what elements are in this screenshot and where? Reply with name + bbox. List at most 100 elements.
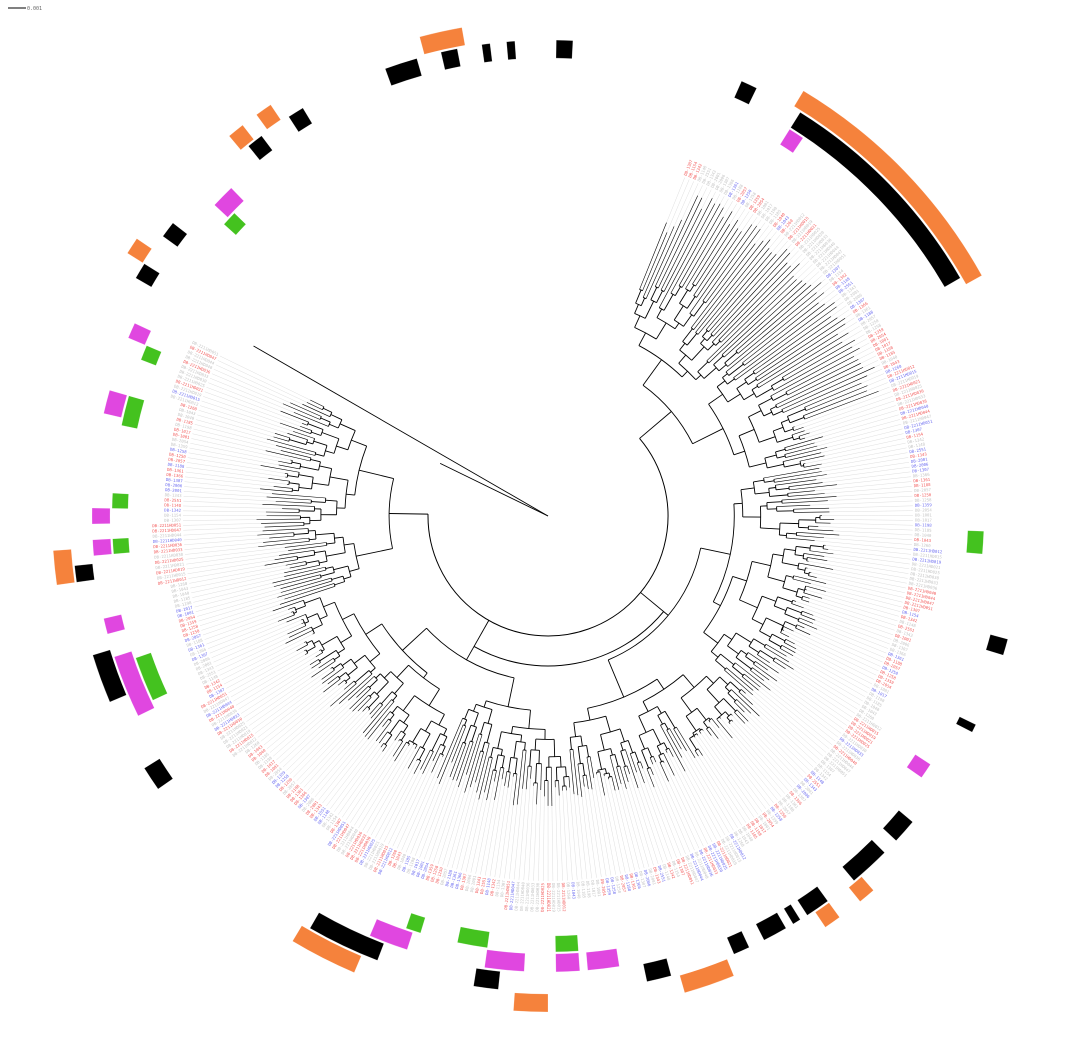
tip-leader-line bbox=[194, 424, 277, 446]
tree-branch bbox=[273, 436, 289, 442]
scale-bar-label: 0.001 bbox=[27, 6, 42, 12]
tip-leader-line bbox=[652, 764, 691, 853]
tip-leader-line bbox=[694, 757, 738, 828]
tree-branch bbox=[508, 757, 512, 772]
ring-segment-magenta bbox=[779, 129, 804, 154]
tip-leader-line bbox=[405, 777, 438, 853]
tree-branch bbox=[696, 733, 699, 736]
tip-leader-line bbox=[732, 203, 737, 212]
tree-branch bbox=[660, 208, 702, 291]
tip-leader-line bbox=[480, 799, 495, 875]
tree-branch bbox=[744, 673, 761, 688]
tip-leader-line bbox=[709, 722, 774, 804]
tree-arc bbox=[744, 379, 749, 385]
tip-label: DB-1001 bbox=[415, 860, 426, 878]
tip-leader-line bbox=[185, 547, 285, 560]
tip-leader-line bbox=[833, 553, 910, 565]
tip-leader-line bbox=[447, 787, 471, 867]
tree-branch bbox=[391, 706, 398, 714]
tree-branch bbox=[786, 532, 797, 535]
tip-leader-line bbox=[744, 723, 800, 781]
tip-leader-line bbox=[311, 732, 364, 794]
tree-branch bbox=[280, 450, 311, 459]
tip-label: DB-1307 bbox=[903, 605, 921, 614]
tree-branch bbox=[802, 558, 808, 560]
tree-branch bbox=[273, 574, 321, 587]
tree-branch bbox=[380, 743, 384, 748]
tree-branch bbox=[284, 564, 320, 574]
tree-arc bbox=[763, 477, 765, 483]
tree-arc bbox=[609, 753, 615, 757]
ring-segment-green bbox=[111, 493, 129, 509]
tree-branch bbox=[483, 700, 487, 708]
tree-branch bbox=[403, 714, 410, 724]
tree-branch bbox=[727, 378, 735, 385]
tip-leader-line bbox=[789, 247, 796, 254]
tree-branch bbox=[734, 712, 746, 724]
tree-branch bbox=[368, 708, 371, 711]
tip-leader-line bbox=[817, 424, 902, 447]
tip-leader-line bbox=[808, 561, 908, 579]
tip-leader-line bbox=[199, 598, 285, 626]
tip-labels: DB-1307DB-1154DB-1342DB-1148DB-2551DB-13… bbox=[152, 158, 943, 912]
tree-branch bbox=[670, 203, 721, 294]
tree-branch bbox=[716, 718, 733, 739]
tree-branch bbox=[375, 673, 381, 679]
tree-branch bbox=[572, 749, 579, 796]
tree-branch bbox=[586, 757, 593, 790]
tip-label: DB-1198 bbox=[174, 600, 192, 609]
tree-branch bbox=[349, 568, 360, 572]
tree-branch bbox=[785, 356, 855, 393]
tree-branch bbox=[681, 216, 724, 288]
tree-branch bbox=[803, 390, 868, 416]
tip-leader-line bbox=[644, 783, 673, 860]
tip-leader-line bbox=[814, 419, 901, 444]
tip-leader-line bbox=[504, 805, 514, 879]
tree-branch bbox=[412, 728, 422, 743]
tip-leader-line bbox=[823, 537, 912, 545]
tree-branch bbox=[754, 317, 838, 375]
tip-leader-line bbox=[809, 405, 896, 434]
tip-label: DB-1342 bbox=[900, 614, 918, 624]
tree-branch bbox=[693, 301, 705, 317]
tree-branch bbox=[501, 756, 505, 768]
tree-branch bbox=[280, 577, 322, 590]
tip-leader-line bbox=[202, 610, 273, 636]
tree-arc bbox=[751, 389, 757, 398]
tree-branch bbox=[560, 756, 562, 768]
tip-label: DB-1366 bbox=[166, 472, 184, 479]
ring-segment-black bbox=[955, 716, 976, 733]
tree-branch bbox=[770, 347, 860, 397]
tree-branch bbox=[761, 595, 777, 602]
tip-label: DB-2211HD036 bbox=[524, 882, 531, 912]
tree-branch bbox=[469, 750, 481, 788]
tree-branch bbox=[758, 436, 776, 443]
ring-segment-green bbox=[121, 395, 145, 429]
ring-segment-black bbox=[440, 48, 461, 70]
tree-branch bbox=[785, 447, 828, 458]
tree-branch bbox=[639, 222, 667, 290]
tip-leader-line bbox=[794, 643, 873, 685]
tree-branch bbox=[329, 423, 339, 429]
tip-leader-line bbox=[769, 679, 842, 734]
tree-branch bbox=[304, 621, 309, 624]
tree-branch bbox=[678, 207, 724, 286]
tree-branch bbox=[692, 428, 724, 445]
tree-branch bbox=[766, 501, 782, 504]
tip-leader-line bbox=[198, 597, 278, 622]
tip-leader-line bbox=[282, 697, 357, 768]
ring-segment-magenta bbox=[128, 323, 152, 345]
tree-branch bbox=[656, 678, 665, 690]
tree-branch bbox=[678, 354, 687, 364]
tree-arc bbox=[802, 415, 806, 420]
tree-branch bbox=[807, 557, 828, 561]
tree-arc bbox=[785, 391, 788, 396]
ring-segment-black bbox=[162, 222, 188, 247]
tip-leader-line bbox=[577, 795, 588, 879]
tip-leader-line bbox=[867, 368, 883, 376]
tip-label: DB-2551 bbox=[657, 865, 667, 883]
tip-label: DB-2211HD012 bbox=[913, 547, 943, 555]
tree-branch bbox=[627, 740, 634, 753]
tree-branch bbox=[431, 753, 441, 773]
tree-branch bbox=[326, 552, 346, 557]
